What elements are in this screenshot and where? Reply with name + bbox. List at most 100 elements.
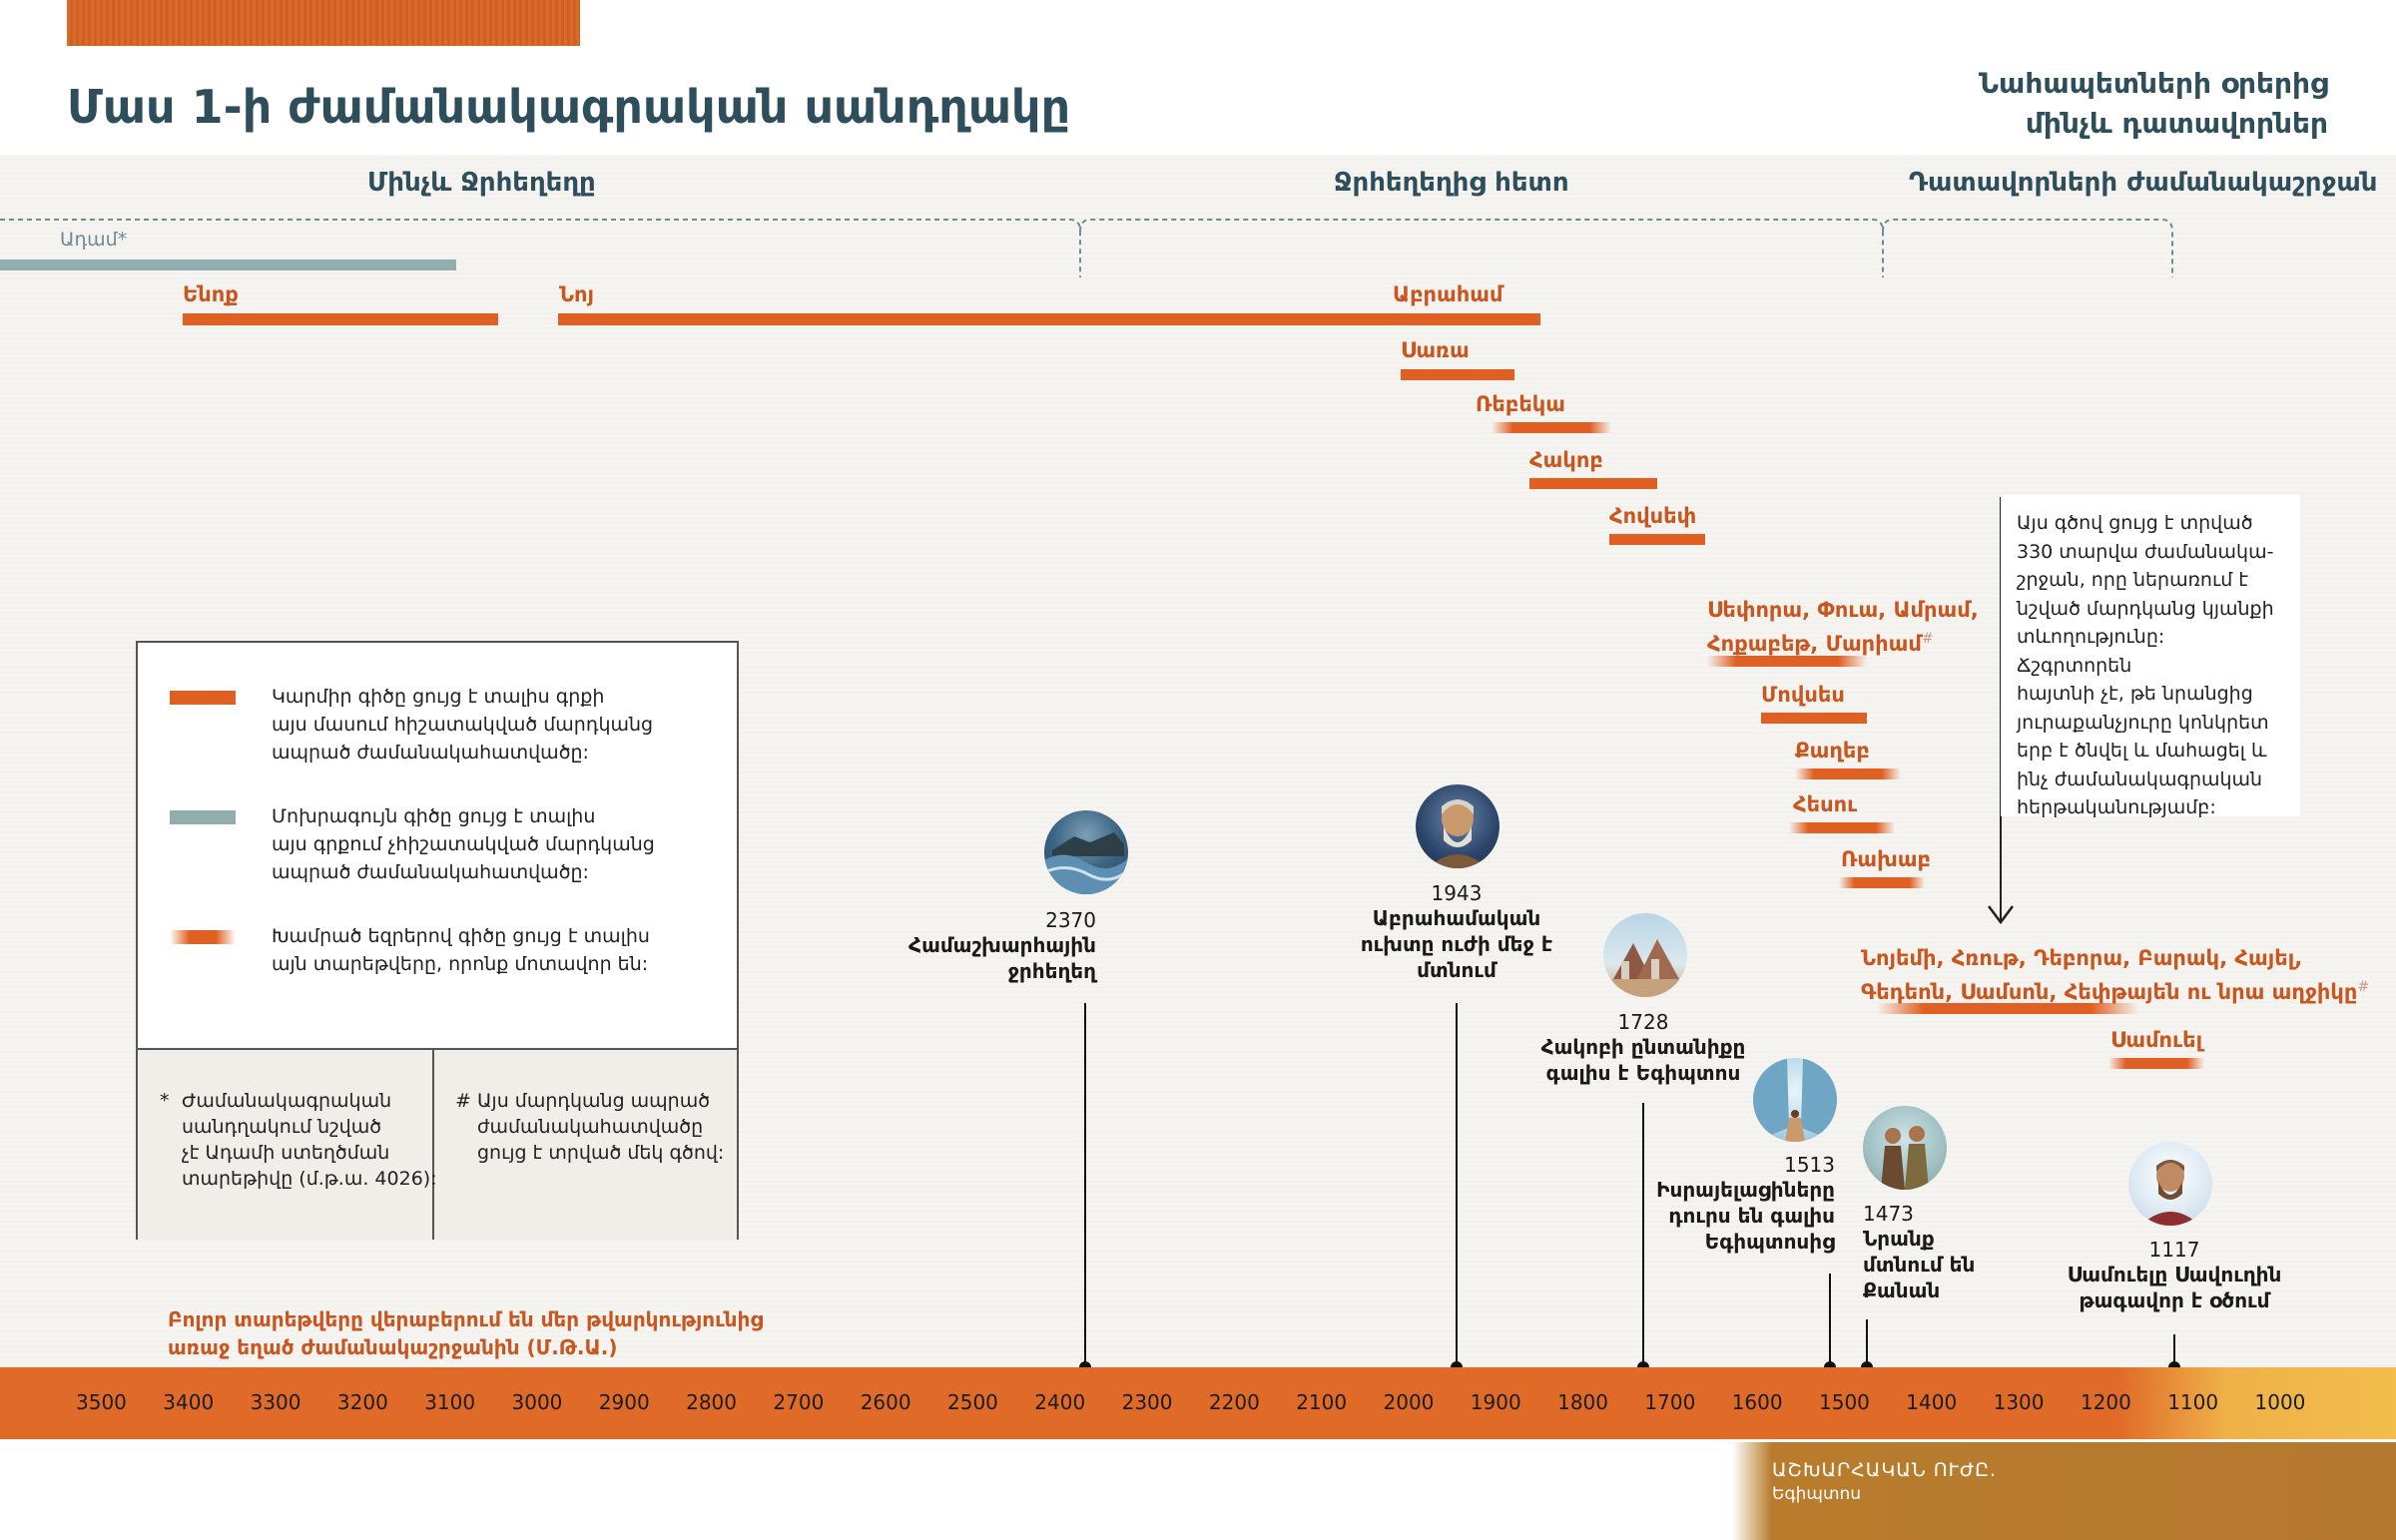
event-flood: 2370 Համաշխարհային ջրհեղեղ xyxy=(897,908,1096,984)
event-abraham-line-2: ուխտը ուժի մեջ է xyxy=(1360,932,1553,956)
group2-line-1: Նոյեմի, Հռութ, Դեբորա, Բարակ, Հայել, xyxy=(1861,946,2303,970)
legend-notes-panel: * Ժամանակագրական սանդղակում նշված չէ Ադա… xyxy=(138,1048,737,1240)
jacob-label: Հակոբ xyxy=(1529,448,1603,472)
legend-red-swatch xyxy=(170,691,236,705)
caleb-bar xyxy=(1795,769,1901,779)
event-jacob-egypt: 1728 Հակոբի ընտանիքը գալիս է Եգիպտոս xyxy=(1523,1010,1763,1086)
axis-tick-2500: 2500 xyxy=(947,1390,998,1414)
axis-tick-1400: 1400 xyxy=(1906,1390,1958,1414)
legend-notes-divider xyxy=(432,1050,434,1240)
note-line-6: հայտնի չէ, թե նրանցից xyxy=(2017,683,2253,705)
note-arrow-head xyxy=(1988,905,2014,925)
legend-note-adam-line-1: Ժամանակագրական xyxy=(182,1090,392,1112)
rahab-label: Ռախաբ xyxy=(1841,847,1931,871)
explanatory-note: Այս գծով ցույց է տրված 330 տարվա ժամանակ… xyxy=(2001,495,2300,818)
note-line-4: նշված մարդկանց կյանքի xyxy=(2017,597,2274,620)
group1-bar xyxy=(1707,656,1867,667)
event-exodus-line-2: դուրս են գալիս xyxy=(1668,1204,1835,1228)
bce-note: Բոլոր տարեթվերը վերաբերում են մեր թվարկո… xyxy=(168,1305,763,1361)
era-after-flood: Ջրհեղեղից հետո xyxy=(1334,168,1569,198)
group2-label: Նոյեմի, Հռութ, Դեբորա, Բարակ, Հայել, Գեդ… xyxy=(1861,944,2369,1007)
flood-icon-art xyxy=(1044,832,1128,894)
samuel-portrait-art xyxy=(2140,1160,2200,1226)
era-before-flood: Մինչև Ջրհեղեղը xyxy=(367,168,596,198)
axis-tick-3300: 3300 xyxy=(250,1390,301,1414)
legend-box: Կարմիր գիծը ցույց է տալիս գրքի այս մասու… xyxy=(136,641,739,1240)
jacob-bar xyxy=(1529,478,1657,489)
rebekah-bar xyxy=(1492,422,1611,433)
axis-tick-3400: 3400 xyxy=(163,1390,215,1414)
legend-fade-swatch xyxy=(170,930,236,944)
axis-tick-1300: 1300 xyxy=(1993,1390,2045,1414)
axis-tick-1800: 1800 xyxy=(1557,1390,1608,1414)
legend-note-adam-line-3: չէ Ադամի ստեղծման xyxy=(182,1142,390,1164)
axis-tick-1100: 1100 xyxy=(2167,1390,2219,1414)
group2-bar xyxy=(1877,1003,2138,1014)
axis-tick-2300: 2300 xyxy=(1121,1390,1173,1414)
adam-label: Ադամ* xyxy=(60,229,128,251)
event-samuel-year: 1117 xyxy=(2148,1238,2200,1262)
footer-band xyxy=(1732,1442,2396,1540)
flood-icon xyxy=(1044,810,1128,894)
group2-footnote-mark: # xyxy=(2357,979,2370,995)
event-egypt-year: 1728 xyxy=(1617,1010,1669,1034)
event-egypt-line-2: գալիս է Եգիպտոս xyxy=(1545,1061,1741,1085)
axis-tick-3100: 3100 xyxy=(424,1390,476,1414)
event-samuel-line-1: Սամուելը Սավուղին xyxy=(2067,1263,2282,1286)
abraham-bar xyxy=(1391,313,1540,325)
axis-tick-3000: 3000 xyxy=(511,1390,563,1414)
moses-bar xyxy=(1761,713,1867,724)
axis-tick-2200: 2200 xyxy=(1208,1390,1260,1414)
event-canaan-line-2: մտնում են xyxy=(1863,1253,1976,1277)
note-line-5: տևողությունը: Ճշգրտորեն xyxy=(2017,626,2165,677)
legend-grey-swatch xyxy=(170,810,236,824)
axis-tick-2100: 2100 xyxy=(1296,1390,1348,1414)
note-line-1: Այս գծով ցույց է տրված xyxy=(2017,512,2253,534)
red-sea-crossing-icon xyxy=(1753,1058,1837,1142)
legend-note-adam: * Ժամանակագրական սանդղակում նշված չէ Ադա… xyxy=(160,1088,437,1190)
event-exodus-line-1: Իսրայելացիները xyxy=(1656,1178,1835,1202)
joshua-label: Հեսու xyxy=(1793,792,1858,816)
group1-line-1: Սեփորա, Փուա, Ամրամ, xyxy=(1707,598,1979,622)
note-line-8: երբ է ծնվել և մահացել և xyxy=(2017,740,2267,762)
group2-line-2: Գեդեոն, Սամսոն, Հեփթայեն ու նրա աղջիկը xyxy=(1861,980,2358,1004)
footer-world-power: ԱՇԽԱՐՀԱԿԱՆ ՈՒԺԸ. xyxy=(1772,1459,1998,1481)
red-sea-crossing-art xyxy=(1753,1058,1837,1142)
axis-tick-1600: 1600 xyxy=(1731,1390,1783,1414)
note-line-10: հերթականությամբ: xyxy=(2017,796,2216,818)
event-canaan-line-3: Քանան xyxy=(1863,1279,1941,1302)
rahab-bar xyxy=(1839,877,1925,888)
bce-note-line-2: առաջ եղած ժամանակաշրջանին (Մ.Թ.Ա.) xyxy=(168,1335,618,1359)
legend-note-group-mark: # xyxy=(455,1090,471,1112)
event-flood-line-1: Համաշխարհային xyxy=(908,933,1096,957)
legend-note-group-text: Այս մարդկանց ապրած ժամանակահատվածը ցույց… xyxy=(477,1088,724,1166)
timeline-axis xyxy=(0,1367,2396,1439)
legend-note-adam-text: Ժամանակագրական սանդղակում նշված չէ Ադամի… xyxy=(182,1088,437,1192)
caleb-label: Քաղեբ xyxy=(1795,739,1870,763)
spies-art xyxy=(1881,1126,1929,1190)
subtitle-line-2: մինչև դատավորներ xyxy=(2025,107,2328,140)
event-canaan-year: 1473 xyxy=(1863,1202,1914,1226)
note-line-2: 330 տարվա ժամանակա- xyxy=(2017,540,2274,563)
era-bracket-judges xyxy=(1882,219,2173,277)
legend-red-line-3: ապրած ժամանակահատվածը: xyxy=(272,742,589,764)
abraham-label: Աբրահամ xyxy=(1393,282,1503,306)
legend-note-group-line-2: ժամանակահատվածը xyxy=(477,1116,704,1138)
bce-note-line-1: Բոլոր տարեթվերը վերաբերում են մեր թվարկո… xyxy=(168,1307,764,1331)
legend-grey-line-1: Մոխրագույն գիծը ցույց է տալիս xyxy=(272,805,596,827)
event-samuel-line-2: թագավոր է օծում xyxy=(2079,1288,2270,1312)
adam-bar xyxy=(0,259,456,270)
legend-grey-text: Մոխրագույն գիծը ցույց է տալիս այս գրքում… xyxy=(272,802,655,886)
abraham-portrait-art xyxy=(1428,799,1488,868)
axis-tick-2700: 2700 xyxy=(773,1390,825,1414)
era-bracket-after-flood xyxy=(1079,219,1884,277)
legend-grey-line-2: այս գրքում չհիշատակված մարդկանց xyxy=(272,833,655,855)
legend-note-group: # Այս մարդկանց ապրած ժամանակահատվածը ցու… xyxy=(455,1088,724,1164)
group1-line-2: Հոքաբեթ, Մարիամ xyxy=(1707,632,1922,656)
axis-tick-1000: 1000 xyxy=(2254,1390,2306,1414)
event-enter-canaan: 1473 Նրանք մտնում են Քանան xyxy=(1863,1202,2013,1303)
header-texture-strip xyxy=(67,0,580,46)
legend-fade-line-2: այն տարեթվերը, որոնք մոտավոր են: xyxy=(272,953,649,975)
samuel-portrait-icon xyxy=(2128,1142,2212,1226)
